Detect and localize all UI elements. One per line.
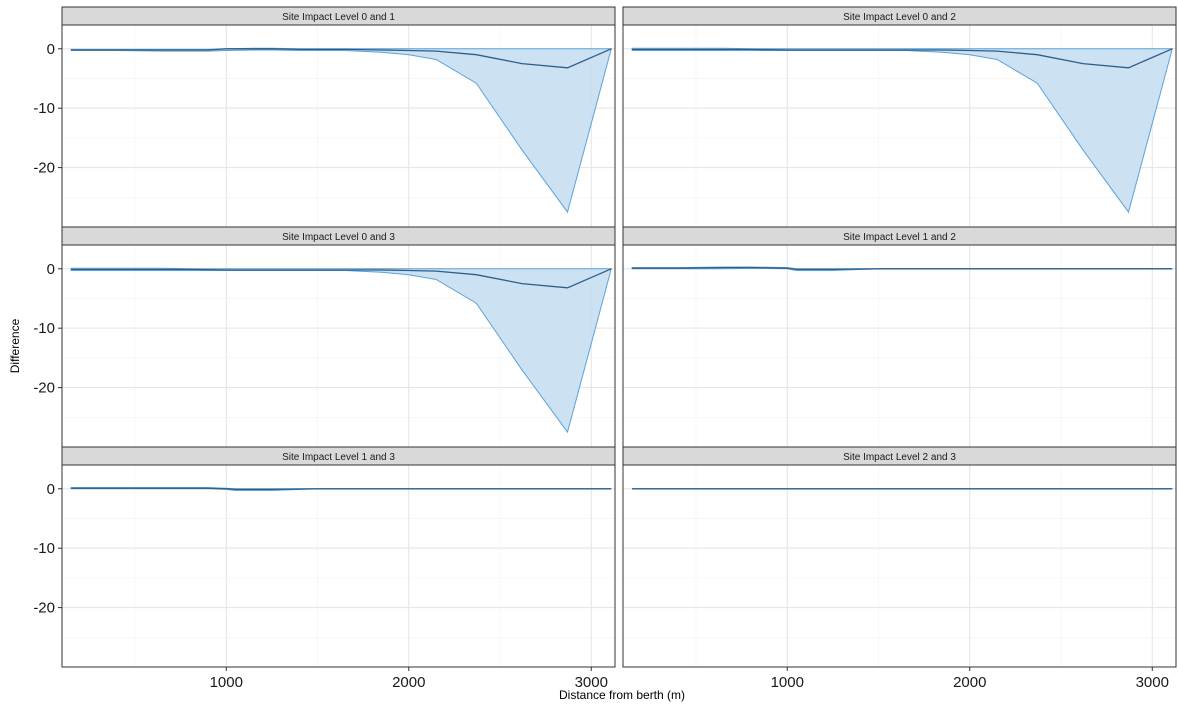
panel-2-mean-line [632, 48, 1173, 69]
panel-5-mean-line [71, 487, 612, 491]
panel-1-strip-title: Site Impact Level 0 and 1 [282, 12, 395, 23]
panel-1-y-tick-label: -10 [33, 100, 55, 117]
panel-5-y-tick-label: 0 [47, 481, 55, 498]
panel-6-border [622, 464, 1177, 668]
panel-1-y-tick-label: -20 [33, 160, 55, 177]
panel-4-mean-line [632, 266, 1173, 271]
panel-3-strip-title: Site Impact Level 0 and 3 [282, 232, 395, 243]
panel-5-x-tick-label: 2000 [392, 674, 425, 691]
panel-3-y-tick-label: -20 [33, 380, 55, 397]
panel-6-x-tick-label: 2000 [953, 674, 986, 691]
panel-3-y-tick-label: 0 [47, 261, 55, 278]
panel-3-mean-line [71, 268, 612, 289]
panel-6-x-tick-label: 1000 [771, 674, 804, 691]
panel-5-x-tick-label: 1000 [210, 674, 243, 691]
panel-5-strip-title: Site Impact Level 1 and 3 [282, 452, 395, 463]
panel-5-y-tick-label: -20 [33, 600, 55, 617]
panel-6-plot-area [623, 465, 1176, 667]
panel-1-mean-line [71, 48, 612, 69]
x-axis-title: Distance from berth (m) [559, 688, 685, 702]
panel-1-y-tick-label: 0 [47, 41, 55, 58]
panel-2-strip-title: Site Impact Level 0 and 2 [843, 12, 956, 23]
panel-6-strip-title: Site Impact Level 2 and 3 [843, 452, 956, 463]
y-axis-title: Difference [8, 318, 22, 373]
panel-5-border [61, 464, 616, 668]
panel-5-y-tick-label: -10 [33, 540, 55, 557]
panel-5-plot-area [62, 465, 615, 667]
panel-4-plot-area [623, 245, 1176, 447]
panel-6-x-tick-label: 3000 [1136, 674, 1169, 691]
panel-4-strip-title: Site Impact Level 1 and 2 [843, 232, 956, 243]
panel-5-x-tick-label: 3000 [575, 674, 608, 691]
panel-3-y-tick-label: -10 [33, 320, 55, 337]
